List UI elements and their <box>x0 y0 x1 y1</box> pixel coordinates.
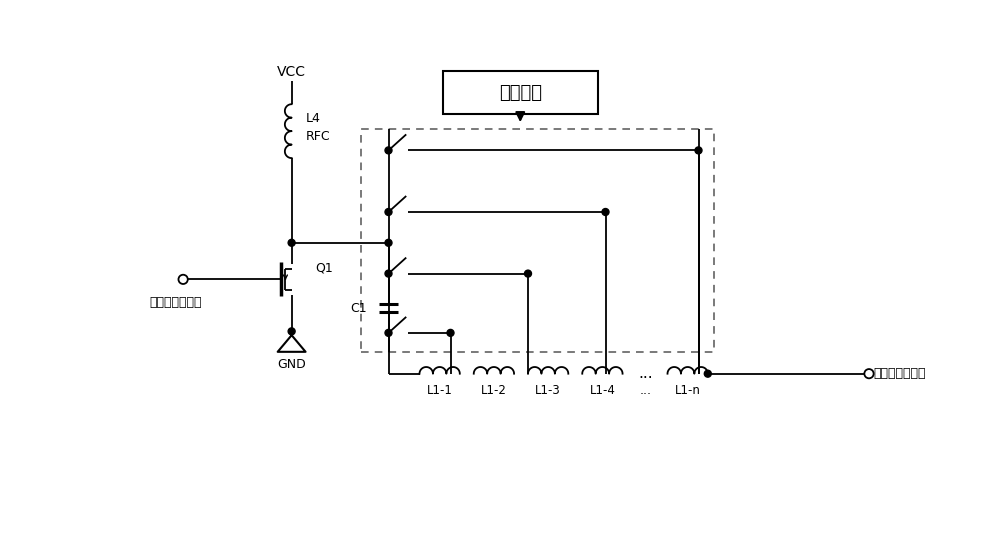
Bar <box>443 71 598 114</box>
Text: L4: L4 <box>306 111 320 124</box>
Text: ...: ... <box>640 384 652 397</box>
Circle shape <box>385 147 392 154</box>
Circle shape <box>178 275 188 284</box>
Circle shape <box>385 239 392 246</box>
Circle shape <box>695 147 702 154</box>
Circle shape <box>602 208 609 215</box>
Text: L1-1: L1-1 <box>427 384 453 397</box>
Text: 射频信号输入端: 射频信号输入端 <box>149 296 202 309</box>
Circle shape <box>525 270 531 277</box>
Text: L1-4: L1-4 <box>589 384 615 397</box>
Text: 控制模块: 控制模块 <box>499 84 542 102</box>
Circle shape <box>385 329 392 337</box>
Circle shape <box>288 328 295 335</box>
Text: Q1: Q1 <box>315 261 333 274</box>
Circle shape <box>864 369 874 378</box>
Text: ...: ... <box>638 366 653 381</box>
Text: RFC: RFC <box>306 130 330 143</box>
Text: L1-2: L1-2 <box>481 384 507 397</box>
Text: L1-3: L1-3 <box>535 384 561 397</box>
Text: L1-n: L1-n <box>675 384 701 397</box>
Circle shape <box>704 370 711 377</box>
Text: C1: C1 <box>350 302 367 315</box>
Circle shape <box>385 270 392 277</box>
Circle shape <box>288 239 295 246</box>
Text: 射频信号输出端: 射频信号输出端 <box>874 367 926 380</box>
Text: GND: GND <box>277 358 306 371</box>
Bar <box>361 129 714 352</box>
Text: VCC: VCC <box>277 65 306 79</box>
Circle shape <box>447 329 454 337</box>
Circle shape <box>385 208 392 215</box>
